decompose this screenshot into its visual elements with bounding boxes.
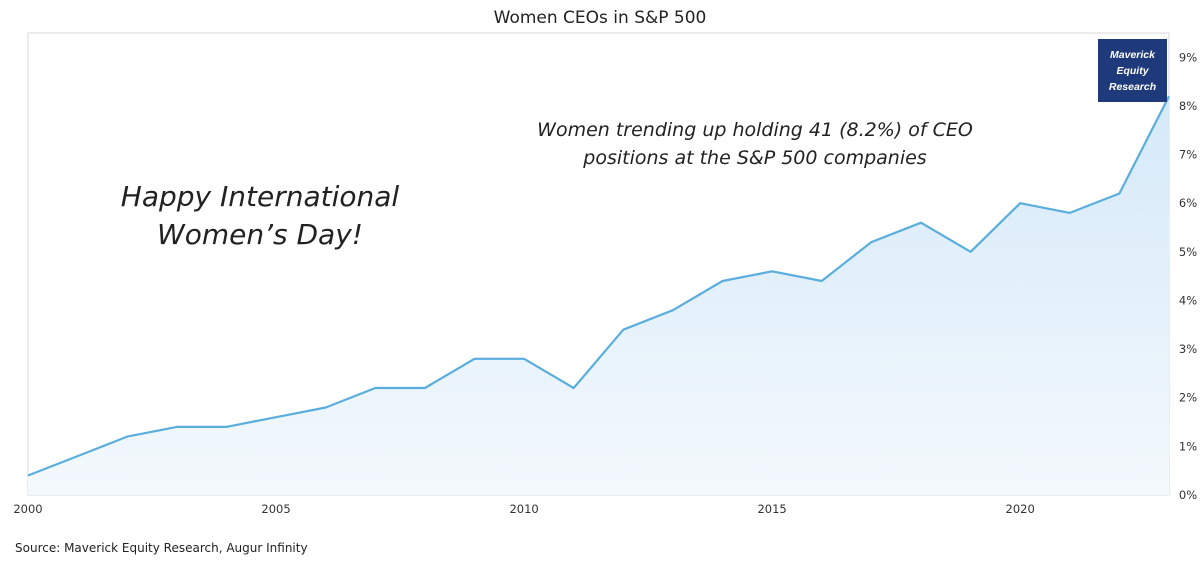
x-axis-ticks: 2000 2005 2010 2015 2020 [13, 502, 1034, 516]
x-tick-label: 2010 [509, 502, 538, 516]
brand-line-3: Research [1108, 80, 1157, 93]
y-axis-ticks: 0% 1% 2% 3% 4% 5% 6% 7% 8% 9% [1179, 50, 1197, 502]
series-area [28, 96, 1169, 495]
y-tick-label: 3% [1179, 342, 1197, 356]
brand-line-1: Maverick [1110, 48, 1155, 61]
y-tick-label: 1% [1179, 439, 1197, 453]
greeting-annotation: Happy International Women’s Day! [95, 178, 425, 254]
y-tick-label: 8% [1179, 99, 1197, 113]
x-tick-label: 2020 [1006, 502, 1035, 516]
x-tick-label: 2015 [757, 502, 786, 516]
y-tick-label: 7% [1179, 148, 1197, 162]
greeting-line-1: Happy International [120, 180, 400, 213]
trend-annotation: Women trending up holding 41 (8.2%) of C… [520, 116, 990, 172]
series-line [27, 95, 1170, 477]
brand-logo: Maverick Equity Research [1098, 39, 1167, 102]
source-note: Source: Maverick Equity Research, Augur … [15, 541, 308, 555]
x-tick-label: 2000 [13, 502, 42, 516]
y-tick-label: 2% [1179, 391, 1197, 405]
trend-line-2: positions at the S&P 500 companies [583, 147, 927, 169]
brand-line-2: Equity [1116, 64, 1149, 77]
chart-title: Women CEOs in S&P 500 [493, 8, 707, 28]
greeting-line-2: Women’s Day! [157, 218, 363, 251]
y-tick-label: 4% [1179, 293, 1197, 307]
y-tick-label: 9% [1179, 50, 1197, 64]
y-tick-label: 0% [1179, 488, 1197, 502]
y-tick-label: 5% [1179, 245, 1197, 259]
x-tick-label: 2005 [261, 502, 290, 516]
y-tick-label: 6% [1179, 196, 1197, 210]
trend-line-1: Women trending up holding 41 (8.2%) of C… [537, 119, 973, 141]
